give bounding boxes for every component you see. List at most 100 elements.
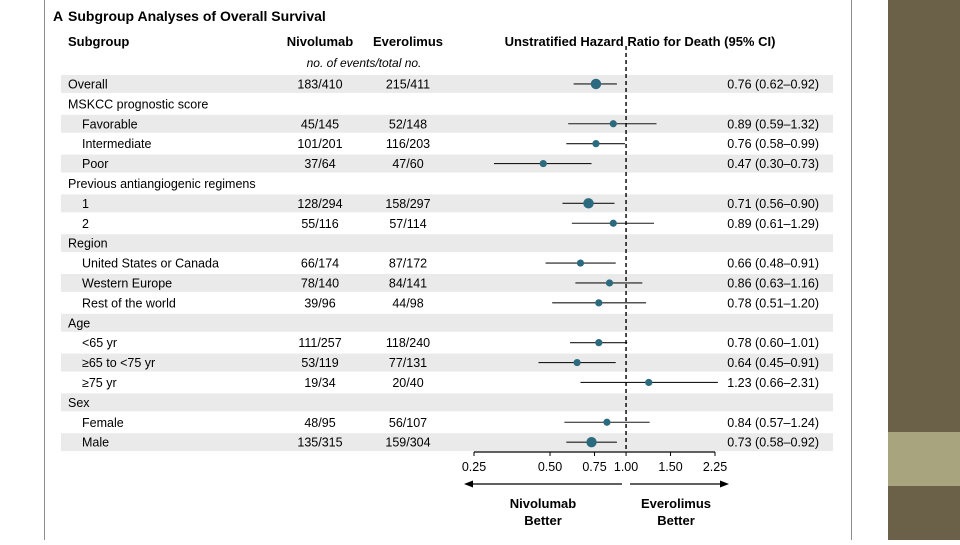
hazard-ratio-ci-text: 0.71 (0.56–0.90) bbox=[727, 197, 819, 211]
subgroup-label: <65 yr bbox=[82, 336, 117, 350]
everolimus-events: 57/114 bbox=[389, 217, 426, 231]
everolimus-events: 159/304 bbox=[385, 436, 430, 450]
forest-plot: A Subgroup Analyses of Overall Survival … bbox=[53, 8, 833, 528]
hazard-ratio-ci-text: 0.47 (0.30–0.73) bbox=[727, 157, 819, 171]
nivolumab-events: 45/145 bbox=[301, 117, 339, 131]
subgroup-label: ≥75 yr bbox=[82, 376, 117, 390]
nivolumab-events: 19/34 bbox=[304, 376, 335, 390]
subgroup-label: Age bbox=[68, 316, 90, 330]
row-shade bbox=[61, 154, 833, 173]
hazard-ratio-point bbox=[595, 299, 603, 307]
hazard-ratio-point bbox=[590, 78, 602, 90]
hazard-ratio-ci-text: 0.89 (0.59–1.32) bbox=[727, 117, 819, 131]
everolimus-events: 116/203 bbox=[386, 137, 430, 151]
nivolumab-events: 101/201 bbox=[297, 137, 342, 151]
subgroup-label: 1 bbox=[82, 197, 89, 211]
x-axis: 0.25 0.50 0.75 1.00 1.50 2.25 Nivolumab Better E… bbox=[462, 451, 729, 528]
row-shade bbox=[61, 353, 833, 372]
subgroup-label: United States or Canada bbox=[82, 257, 219, 271]
hazard-ratio-ci-text: 0.64 (0.45–0.91) bbox=[727, 356, 819, 370]
everolimus-events: 47/60 bbox=[392, 157, 423, 171]
header-hazard-ratio: Unstratified Hazard Ratio for Death (95%… bbox=[505, 34, 776, 49]
hazard-ratio-point bbox=[586, 436, 597, 448]
row-shade bbox=[61, 194, 833, 213]
left-arrow-label: Better bbox=[524, 513, 562, 528]
header-subgroup: Subgroup bbox=[68, 34, 129, 49]
hazard-ratio-point bbox=[609, 120, 617, 128]
everolimus-events: 77/131 bbox=[389, 356, 427, 370]
row-shade bbox=[61, 234, 833, 253]
x-tick-label: 0.50 bbox=[538, 460, 562, 474]
hazard-ratio-point bbox=[605, 279, 614, 287]
everolimus-events: 84/141 bbox=[389, 276, 427, 290]
header-everolimus: Everolimus bbox=[373, 34, 443, 49]
subgroup-rows: Overall 183/410 215/411 0.76 (0.62–0.92) MSK… bbox=[68, 77, 819, 449]
everolimus-events: 52/148 bbox=[389, 117, 427, 131]
row-shade bbox=[61, 393, 833, 412]
hazard-ratio-ci-text: 0.66 (0.48–0.91) bbox=[727, 257, 819, 271]
nivolumab-events: 55/116 bbox=[301, 217, 338, 231]
hazard-ratio-point bbox=[576, 259, 585, 267]
hazard-ratio-point bbox=[603, 418, 611, 426]
row-shade bbox=[61, 313, 833, 332]
subgroup-label: Sex bbox=[68, 396, 90, 410]
hazard-ratio-ci-text: 0.73 (0.58–0.92) bbox=[727, 436, 819, 450]
hazard-ratio-ci-text: 0.89 (0.61–1.29) bbox=[727, 217, 819, 231]
subgroup-label: MSKCC prognostic score bbox=[68, 97, 208, 111]
nivolumab-events: 39/96 bbox=[304, 296, 335, 310]
nivolumab-events: 111/257 bbox=[298, 336, 341, 350]
hazard-ratio-point bbox=[609, 219, 617, 227]
x-tick-label: 1.50 bbox=[658, 460, 682, 474]
right-arrow-label: Better bbox=[657, 513, 695, 528]
x-tick-label: 2.25 bbox=[703, 460, 727, 474]
everolimus-events: 20/40 bbox=[392, 376, 423, 390]
hazard-ratio-point bbox=[539, 159, 547, 168]
subgroup-label: Intermediate bbox=[82, 137, 152, 151]
nivolumab-events: 66/174 bbox=[301, 257, 339, 271]
row-shade bbox=[61, 433, 833, 452]
everolimus-events: 158/297 bbox=[385, 197, 430, 211]
row-shade bbox=[61, 114, 833, 133]
subgroup-label: Poor bbox=[82, 157, 108, 171]
hazard-ratio-ci-text: 0.76 (0.58–0.99) bbox=[727, 137, 819, 151]
left-arrow-label: Nivolumab bbox=[510, 496, 577, 511]
left-arrow-head bbox=[464, 480, 473, 488]
slide-side-accent bbox=[888, 432, 960, 486]
right-arrow-head bbox=[720, 480, 729, 488]
figure-panel: A Subgroup Analyses of Overall Survival … bbox=[44, 0, 852, 540]
nivolumab-events: 48/95 bbox=[304, 416, 335, 430]
hazard-ratio-point bbox=[573, 358, 581, 367]
everolimus-events: 215/411 bbox=[386, 77, 430, 91]
panel-label: A bbox=[53, 8, 63, 24]
nivolumab-events: 53/119 bbox=[301, 356, 338, 370]
x-tick-label: 1.00 bbox=[614, 460, 638, 474]
hazard-ratio-point bbox=[583, 198, 594, 209]
row-shade bbox=[61, 75, 833, 93]
hazard-ratio-ci-text: 0.86 (0.63–1.16) bbox=[727, 276, 819, 290]
hazard-ratio-ci-text: 0.78 (0.60–1.01) bbox=[727, 336, 819, 350]
subgroup-label: Female bbox=[82, 416, 124, 430]
subgroup-label: ≥65 to <75 yr bbox=[82, 356, 155, 370]
hazard-ratio-point bbox=[595, 339, 603, 347]
nivolumab-events: 128/294 bbox=[297, 197, 342, 211]
nivolumab-events: 78/140 bbox=[301, 276, 339, 290]
everolimus-events: 118/240 bbox=[386, 336, 430, 350]
hazard-ratio-point bbox=[592, 140, 600, 148]
subgroup-label: 2 bbox=[82, 217, 89, 231]
events-note: no. of events/total no. bbox=[307, 56, 422, 70]
everolimus-events: 44/98 bbox=[392, 296, 423, 310]
hazard-ratio-ci-text: 0.84 (0.57–1.24) bbox=[727, 416, 819, 430]
nivolumab-events: 135/315 bbox=[297, 436, 342, 450]
subgroup-label: Rest of the world bbox=[82, 296, 176, 310]
row-shade bbox=[61, 274, 833, 292]
nivolumab-events: 183/410 bbox=[297, 77, 342, 91]
everolimus-events: 87/172 bbox=[389, 257, 427, 271]
hazard-ratio-point bbox=[645, 378, 653, 387]
row-shading bbox=[61, 75, 833, 452]
hazard-ratio-ci-text: 0.76 (0.62–0.92) bbox=[727, 77, 819, 91]
everolimus-events: 56/107 bbox=[389, 416, 427, 430]
right-arrow-label: Everolimus bbox=[641, 496, 711, 511]
subgroup-label: Western Europe bbox=[82, 276, 172, 290]
hazard-ratio-ci-text: 1.23 (0.66–2.31) bbox=[727, 376, 819, 390]
nivolumab-events: 37/64 bbox=[304, 157, 335, 171]
